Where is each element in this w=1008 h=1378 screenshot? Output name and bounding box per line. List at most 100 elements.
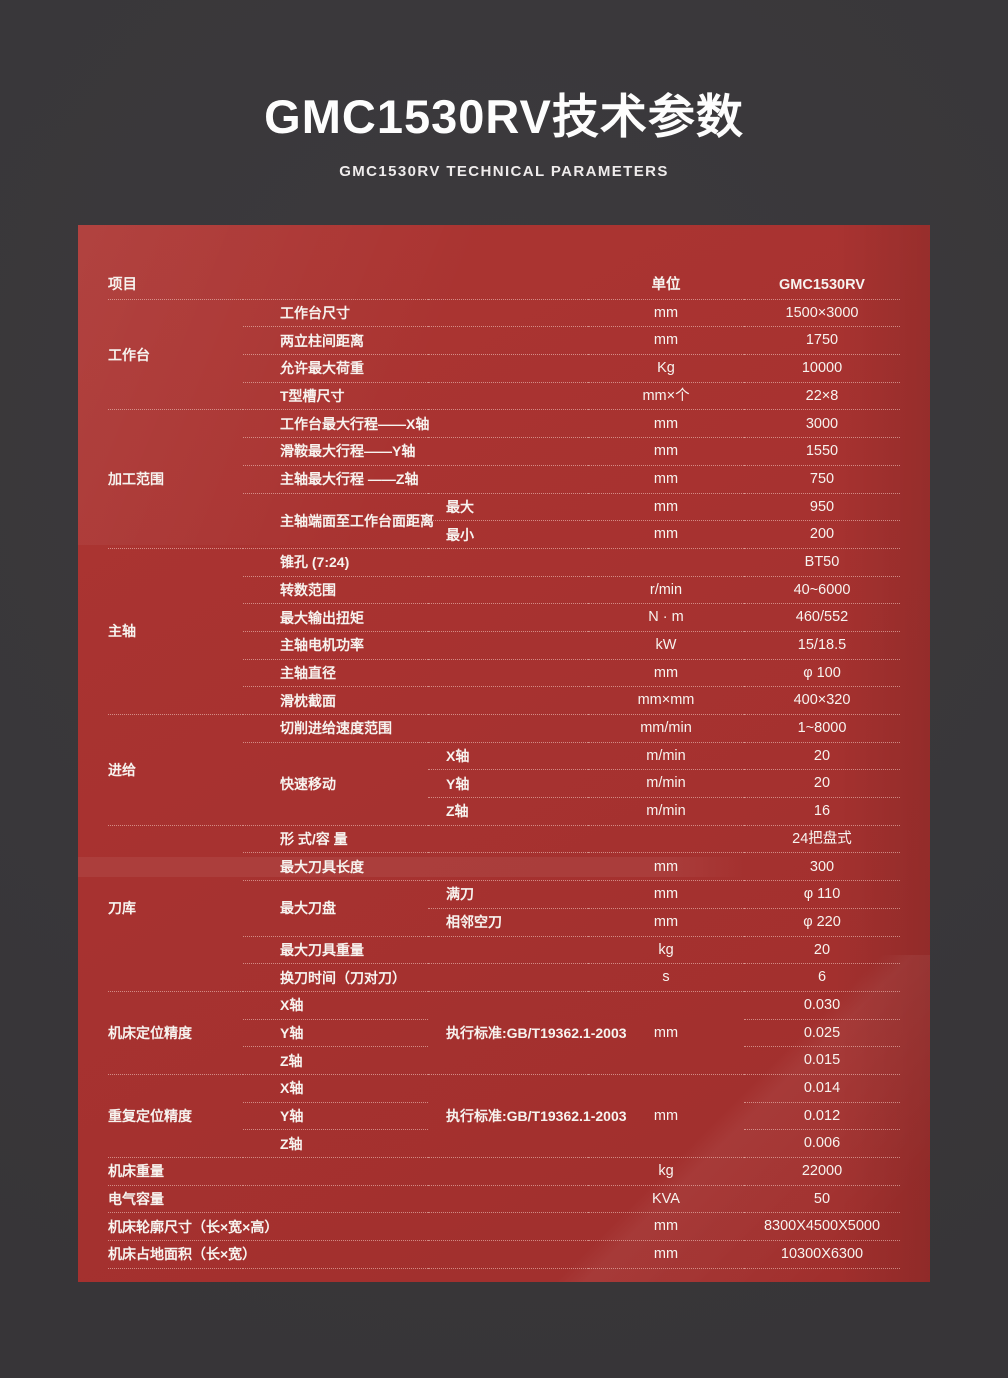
value-cell: 6 [744,963,900,992]
table-row: 滑鞍最大行程——Y轴 mm 1550 [108,437,900,466]
table-row: 刀库形 式/容 量 24把盘式 [108,825,900,992]
param-cell: 滑枕截面 [243,686,588,715]
unit-cell: KVA [588,1185,744,1214]
unit-cell: kg [588,1157,744,1186]
value-cell: 40~6000 [744,576,900,605]
value-cell: 950 [744,493,900,522]
value-cell: 20 [744,936,900,965]
table-row: 最大输出扭矩 N · m 460/552 [108,603,900,632]
unit-cell: m/min [588,797,744,826]
table-row: 电气容量 KVA 50 [108,1185,900,1214]
table-row: 主轴直径 mm φ 100 [108,659,900,688]
subparam-cell: 最小 [428,520,588,549]
table-row: 最大刀具重量 kg 20 [108,936,900,965]
value-cell: 24把盘式 [744,825,900,854]
subparam-cell: 满刀 [428,880,588,909]
unit-cell: m/min [588,769,744,799]
value-cell: 0.030 [744,991,900,1020]
table-row: T型槽尺寸 mm×个 22×8 [108,382,900,411]
table-row: 加工范围 工作台最大行程——X轴 mm 3000 [108,409,900,549]
value-cell: 22×8 [744,382,900,411]
table-row: 主轴 锥孔 (7:24) BT50 [108,548,900,716]
param-cell: 两立柱间距离 [243,326,588,356]
value-cell: 400×320 [744,686,900,715]
unit-cell: mm [588,1240,744,1269]
unit-cell: mm [588,409,744,439]
unit-cell: mm [588,299,744,328]
unit-cell: kW [588,631,744,660]
table-row: Z轴 0.006 [108,1129,900,1158]
unit-cell: mm [588,908,744,937]
table-row: 最大刀具长度 mm 300 [108,852,900,882]
table-row: 主轴端面至工作台面距离 最大 mm 950 [108,493,900,549]
unit-cell: Kg [588,354,744,383]
value-cell: 10300X6300 [744,1240,900,1269]
param-cell: Y轴 [243,1102,428,1131]
unit-cell: s [588,963,744,992]
table-row: 重复定位精度 X轴 执行标准:GB/T19362.1-2003 mm 0.014 [108,1074,900,1159]
value-cell: 300 [744,852,900,882]
value-cell: 22000 [744,1157,900,1186]
table-row: 机床定位精度 X轴 执行标准:GB/T19362.1-2003 mm 0.030 [108,991,900,1075]
unit-cell: kg [588,936,744,965]
param-cell: 工作台尺寸 [243,299,588,328]
section-cell: 机床占地面积（长×宽） [108,1240,588,1269]
value-cell: 20 [744,742,900,771]
table-row: 换刀时间（刀对刀） s 6 [108,963,900,992]
table-row: 转数范围 r/min 40~6000 [108,576,900,605]
page-title: GMC1530RV技术参数 [264,90,744,143]
param-cell: X轴 [243,991,428,1020]
unit-cell: mm [588,326,744,356]
unit-cell: m/min [588,742,744,771]
param-cell: 工作台最大行程——X轴 [243,409,588,439]
subparam-cell: 执行标准:GB/T19362.1-2003 [428,1074,627,1159]
param-cell: 转数范围 [243,576,588,605]
value-cell: 10000 [744,354,900,383]
table-row: 两立柱间距离 mm 1750 [108,326,900,356]
table-row: 工作台 工作台尺寸 mm 1500×3000 [108,299,900,411]
table-row: 主轴电机功率 kW 15/18.5 [108,631,900,660]
table-row: 快速移动 X轴 m/min 20 [108,742,900,826]
table-row: 进给 切削进给速度范围 mm/min 1~8000 [108,714,900,826]
param-cell: 最大刀盘 [243,880,428,937]
value-cell: 3000 [744,409,900,439]
value-cell: 1~8000 [744,714,900,743]
section-cell: 加工范围 [108,409,243,549]
subparam-cell: 最大 [428,493,588,522]
value-cell: 8300X4500X5000 [744,1212,900,1242]
value-cell: 0.006 [744,1129,900,1158]
param-cell: 主轴电机功率 [243,631,588,660]
subparam-cell: X轴 [428,742,588,771]
value-cell: 0.015 [744,1046,900,1075]
param-cell: 主轴最大行程 ——Z轴 [243,465,588,494]
value-cell: 15/18.5 [744,631,900,660]
page-subtitle: GMC1530RV TECHNICAL PARAMETERS [339,163,669,180]
section-cell: 电气容量 [108,1185,588,1214]
table-row: Z轴 m/min 16 [108,797,900,826]
unit-cell: mm/min [588,714,744,743]
section-cell: 工作台 [108,299,243,411]
unit-cell [588,548,744,577]
unit-cell: mm [588,1074,744,1159]
unit-cell: mm [588,437,744,466]
param-cell: 形 式/容 量 [243,825,588,854]
section-cell: 进给 [108,714,243,826]
model-header-cell: GMC1530RV [744,272,900,300]
unit-cell: mm [588,991,744,1075]
table-row: 机床重量 kg 22000 [108,1157,900,1186]
table-row: Y轴 m/min 20 [108,769,900,799]
subparam-cell: 相邻空刀 [428,908,588,937]
value-cell: φ 110 [744,880,900,909]
table-row: 项目 单位 GMC1530RV [108,272,900,300]
param-cell: T型槽尺寸 [243,382,588,411]
table-row: 滑枕截面 mm×mm 400×320 [108,686,900,715]
value-cell: 0.025 [744,1019,900,1048]
unit-cell: mm [588,520,744,549]
subparam-cell: Y轴 [428,769,588,799]
param-cell: 换刀时间（刀对刀） [243,963,588,992]
param-cell: 主轴端面至工作台面距离 [243,493,434,549]
value-cell: 1500×3000 [744,299,900,328]
item-header-cell: 项目 [108,272,243,300]
value-cell: 1750 [744,326,900,356]
